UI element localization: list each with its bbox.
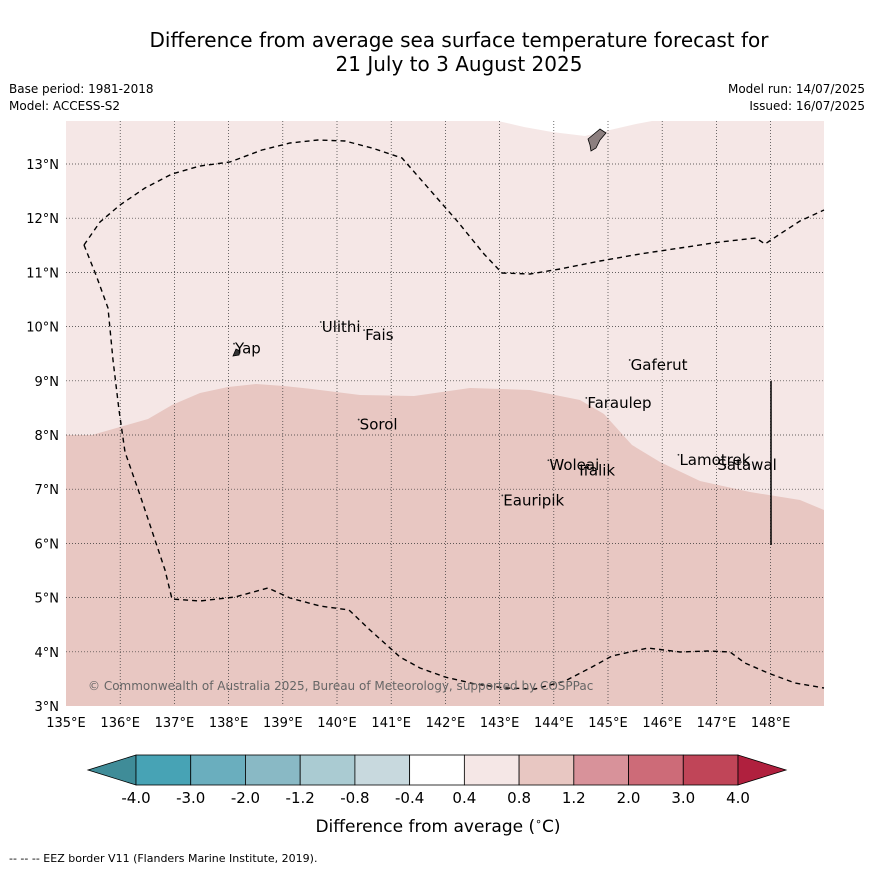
place-label: Yap <box>234 340 261 358</box>
meta-left: Base period: 1981-2018 Model: ACCESS-S2 <box>9 81 154 115</box>
colorbar-segment <box>299 754 356 786</box>
title-line-2: 21 July to 3 August 2025 <box>335 52 583 76</box>
lat-tick-label: 6°N <box>35 537 60 552</box>
colorbar-tick-label: -0.8 <box>340 789 369 807</box>
lon-tick-label: 145°E <box>588 716 628 731</box>
colorbar-segment <box>354 754 411 786</box>
lon-tick-label: 148°E <box>751 716 791 731</box>
title-line-1: Difference from average sea surface temp… <box>149 28 769 52</box>
colorbar-tick-label: -0.4 <box>395 789 424 807</box>
map-title: Difference from average sea surface temp… <box>0 28 873 76</box>
colorbar-tick-label: -3.0 <box>176 789 205 807</box>
anomaly-fill-low <box>66 384 824 706</box>
guam-island <box>587 128 607 152</box>
place-marker <box>363 329 365 332</box>
colorbar-segment <box>682 754 739 786</box>
lat-tick-label: 3°N <box>35 700 60 715</box>
place-marker <box>585 397 588 399</box>
colorbar-tick-label: -2.0 <box>231 789 260 807</box>
lon-tick-label: 144°E <box>534 716 574 731</box>
colorbar-extend-high <box>737 754 788 786</box>
model-run: Model run: 14/07/2025 <box>727 82 865 96</box>
place-marker <box>501 494 504 497</box>
lat-tick-label: 8°N <box>35 429 60 444</box>
place-label: Satawal <box>717 456 776 474</box>
colorbar-label: Difference from average (∘C) <box>315 815 560 837</box>
place-marker <box>628 359 631 361</box>
colorbar-tick-label: 0.8 <box>507 789 531 807</box>
place-label: Gaferut <box>631 356 688 374</box>
colorbar-tick-label: -4.0 <box>121 789 150 807</box>
place-marker <box>547 459 550 462</box>
place-label: Sorol <box>360 416 398 434</box>
longitude-tick-labels: 135°E 136°E 137°E 138°E 139°E 140°E 141°E 142°E… <box>46 716 790 731</box>
lon-tick-label: 140°E <box>317 716 357 731</box>
colorbar-segment <box>409 754 465 786</box>
lat-tick-label: 5°N <box>35 592 60 607</box>
colorbar-tick-label: 0.4 <box>452 789 476 807</box>
latitude-tick-labels: 3°N 4°N 5°N 6°N 7°N 8°N 9°N 10°N 11°N 12°N 13°N <box>26 158 59 715</box>
lon-tick-label: 146°E <box>642 716 682 731</box>
issued-date: Issued: 16/07/2025 <box>749 99 865 113</box>
base-period: Base period: 1981-2018 <box>9 82 154 96</box>
place-label: Faraulep <box>587 394 651 412</box>
colorbar-tick-label: 3.0 <box>671 789 695 807</box>
lon-tick-label: 138°E <box>209 716 249 731</box>
place-label: Lamotrek <box>679 451 750 469</box>
colorbar-segment <box>190 754 246 786</box>
place-marker <box>677 453 680 456</box>
lon-tick-label: 142°E <box>426 716 466 731</box>
lon-tick-label: 137°E <box>155 716 195 731</box>
lat-tick-label: 12°N <box>26 212 59 227</box>
lat-tick-label: 4°N <box>35 646 60 661</box>
place-label: Woleai <box>549 456 599 474</box>
top-fill-edge <box>498 121 652 136</box>
place-label: Ulithi <box>322 318 361 336</box>
place-labels: Yap Ulithi Fais Gaferut Faraulep Sorol Lamotre… <box>233 318 777 509</box>
colorbar-segment <box>463 754 520 786</box>
colorbar-segment <box>245 754 301 786</box>
place-marker <box>577 464 580 467</box>
place-marker <box>233 342 235 345</box>
colorbar: -4.0 -3.0 -2.0 -1.2 -0.8 -0.4 0.4 0.8 1.2 2.0 3.0 4… <box>86 754 788 807</box>
colorbar-segment <box>135 754 192 786</box>
colorbar-segment <box>628 754 684 786</box>
lat-tick-label: 7°N <box>35 483 60 498</box>
eez-border-north <box>83 139 825 275</box>
colorbar-tick-label: 1.2 <box>562 789 586 807</box>
lon-tick-label: 143°E <box>480 716 520 731</box>
model-name: Model: ACCESS-S2 <box>9 99 121 113</box>
place-marker <box>715 459 718 462</box>
lat-tick-label: 9°N <box>35 375 60 390</box>
lon-tick-label: 147°E <box>697 716 737 731</box>
colorbar-segment <box>573 754 629 786</box>
lon-tick-label: 136°E <box>100 716 140 731</box>
lat-tick-label: 11°N <box>26 266 59 281</box>
colorbar-tick-label: 2.0 <box>617 789 641 807</box>
graticule <box>66 121 824 706</box>
colorbar-tick-label: -1.2 <box>286 789 315 807</box>
lat-tick-label: 13°N <box>26 158 59 173</box>
footer-note: -- -- -- EEZ border V11 (Flanders Marine… <box>9 852 318 865</box>
meta-right: Model run: 14/07/2025 Issued: 16/07/2025 <box>728 81 865 115</box>
eez-border-south <box>83 244 825 690</box>
copyright-notice: © Commonwealth of Australia 2025, Bureau… <box>88 679 593 693</box>
place-label: Ifalik <box>579 462 615 480</box>
colorbar-extend-low <box>86 754 137 786</box>
place-label: Fais <box>365 326 394 344</box>
lat-tick-label: 10°N <box>26 321 59 336</box>
lon-tick-label: 135°E <box>46 716 86 731</box>
colorbar-segment <box>518 754 575 786</box>
colorbar-tick-label: 4.0 <box>726 789 750 807</box>
place-marker <box>357 418 360 421</box>
place-label: Eauripik <box>503 491 564 509</box>
yap-island <box>232 348 241 357</box>
place-marker <box>319 321 322 323</box>
lon-tick-label: 139°E <box>263 716 303 731</box>
lon-tick-label: 141°E <box>371 716 411 731</box>
